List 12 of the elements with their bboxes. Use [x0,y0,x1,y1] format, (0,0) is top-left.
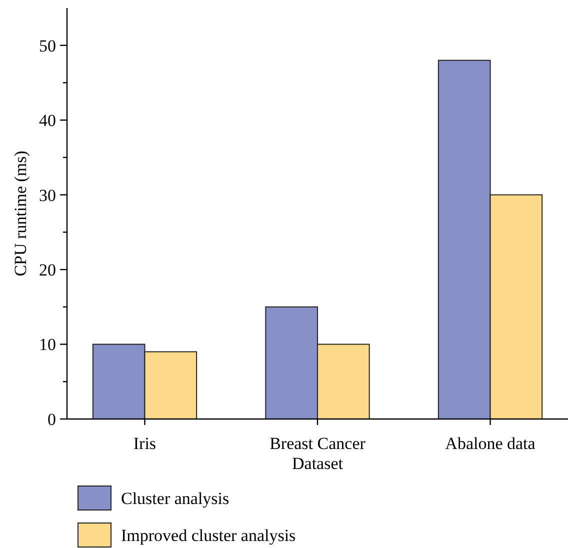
legend-label: Improved cluster analysis [121,526,296,545]
y-tick-label: 10 [39,335,56,354]
y-tick-label: 40 [39,111,56,130]
x-tick-label: Abalone data [445,434,536,453]
x-tick-label: Iris [133,434,156,453]
y-tick-label: 20 [39,260,56,280]
legend-label: Cluster analysis [121,488,230,508]
x-tick-label: Breast Cancer Dataset [270,434,366,473]
y-axis-title: CPU runtime (ms) [11,150,30,276]
y-tick-label: 50 [39,36,56,56]
y-tick-label: 30 [39,186,56,205]
y-tick-label: 0 [48,410,56,429]
